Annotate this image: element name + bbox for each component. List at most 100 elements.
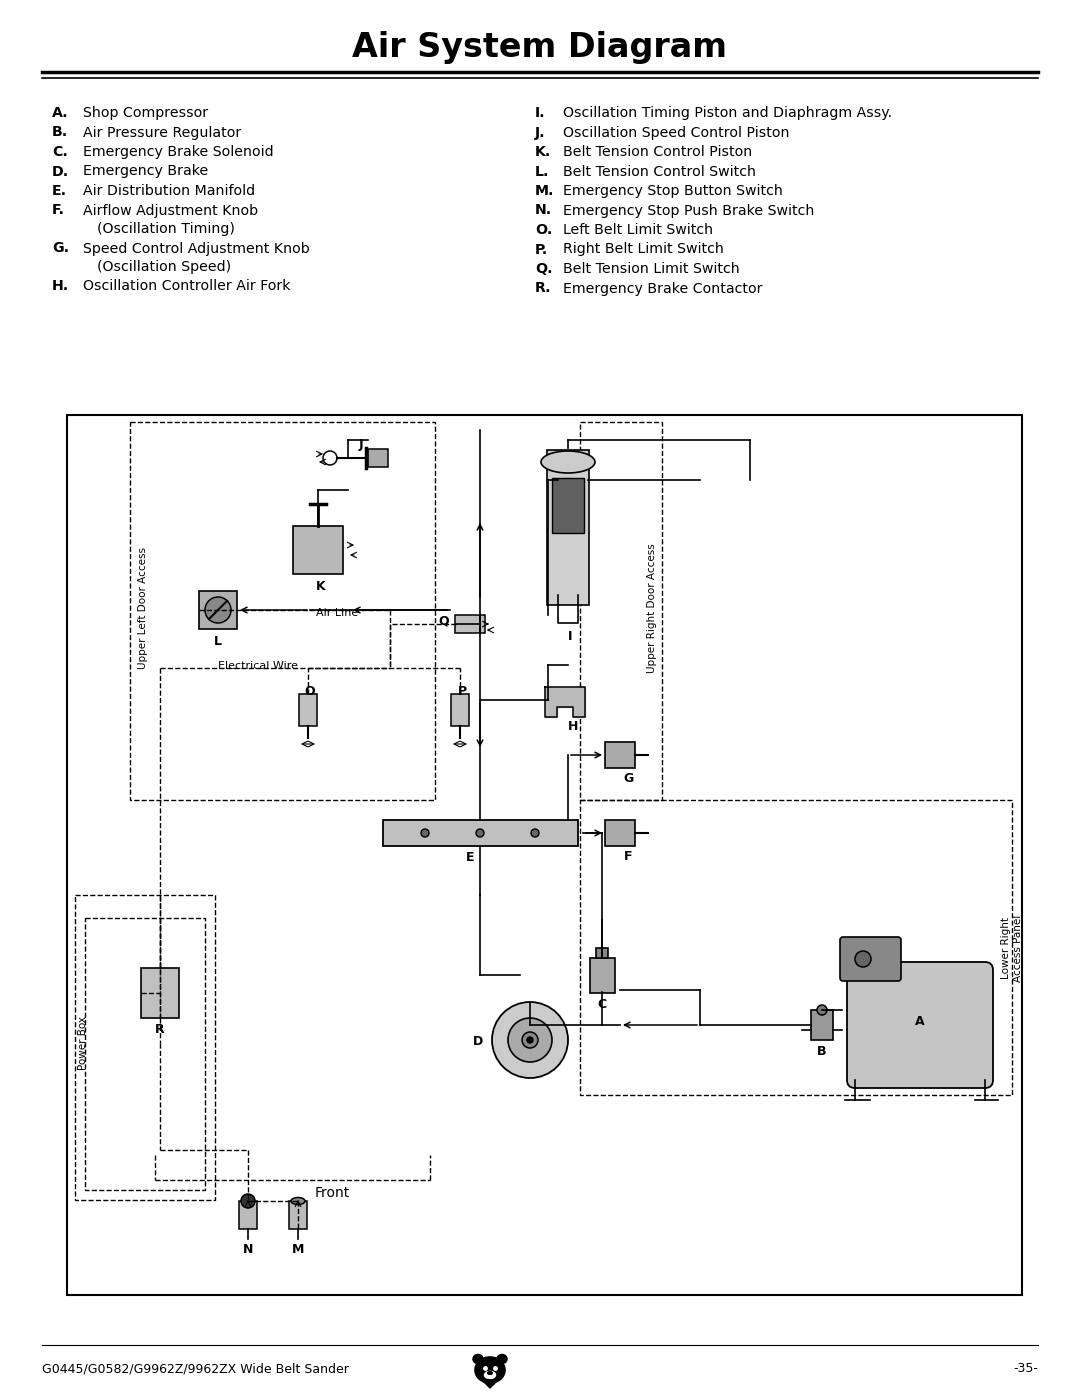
Bar — [289, 1201, 307, 1229]
Text: Belt Tension Limit Switch: Belt Tension Limit Switch — [563, 263, 740, 277]
Text: L.: L. — [535, 165, 550, 179]
Text: G.: G. — [52, 242, 69, 256]
Text: Speed Control Adjustment Knob: Speed Control Adjustment Knob — [83, 242, 310, 256]
Text: K.: K. — [535, 145, 552, 159]
Text: N.: N. — [535, 204, 552, 218]
Text: J.: J. — [535, 126, 545, 140]
Bar — [382, 820, 578, 847]
Bar — [141, 968, 179, 1018]
Text: Emergency Stop Button Switch: Emergency Stop Button Switch — [563, 184, 783, 198]
Text: Emergency Brake Solenoid: Emergency Brake Solenoid — [83, 145, 273, 159]
Text: D: D — [473, 1035, 483, 1048]
Bar — [451, 694, 469, 726]
Text: Emergency Stop Push Brake Switch: Emergency Stop Push Brake Switch — [563, 204, 814, 218]
Ellipse shape — [291, 1197, 305, 1204]
Ellipse shape — [483, 1370, 497, 1380]
Text: D.: D. — [52, 165, 69, 179]
Text: I: I — [568, 630, 572, 643]
Text: (Oscillation Speed): (Oscillation Speed) — [97, 260, 231, 274]
Text: Belt Tension Control Piston: Belt Tension Control Piston — [563, 145, 753, 159]
Text: H: H — [568, 719, 578, 733]
Circle shape — [855, 951, 870, 967]
Text: Upper Right Door Access: Upper Right Door Access — [647, 543, 657, 673]
Bar — [368, 448, 388, 467]
Text: (Oscillation Timing): (Oscillation Timing) — [97, 222, 234, 236]
Ellipse shape — [475, 1356, 505, 1383]
Bar — [293, 527, 343, 574]
Text: Airflow Adjustment Knob: Airflow Adjustment Knob — [83, 204, 258, 218]
Text: K: K — [316, 580, 326, 592]
Text: Air Pressure Regulator: Air Pressure Regulator — [83, 126, 241, 140]
Text: Electrical Wire: Electrical Wire — [218, 661, 298, 671]
Text: I.: I. — [535, 106, 545, 120]
FancyBboxPatch shape — [847, 963, 993, 1088]
Text: H.: H. — [52, 279, 69, 293]
Polygon shape — [545, 687, 585, 717]
Ellipse shape — [497, 1355, 507, 1363]
Circle shape — [527, 1037, 534, 1044]
Text: M: M — [292, 1243, 305, 1256]
Ellipse shape — [487, 1372, 492, 1375]
Bar — [546, 450, 589, 605]
Bar — [67, 415, 1022, 1295]
Text: Oscillation Controller Air Fork: Oscillation Controller Air Fork — [83, 279, 291, 293]
Bar — [239, 1201, 257, 1229]
Circle shape — [205, 597, 231, 623]
Bar — [811, 1010, 833, 1039]
Circle shape — [531, 828, 539, 837]
Text: Front: Front — [314, 1186, 350, 1200]
Circle shape — [492, 1002, 568, 1078]
Bar — [85, 918, 205, 1190]
Text: G: G — [623, 773, 633, 785]
Bar — [130, 422, 435, 800]
Circle shape — [508, 1018, 552, 1062]
Text: M.: M. — [535, 184, 554, 198]
Text: L: L — [214, 636, 222, 648]
Text: A: A — [915, 1016, 924, 1028]
Text: R: R — [156, 1023, 165, 1037]
Circle shape — [522, 1032, 538, 1048]
Text: R.: R. — [535, 282, 552, 296]
Text: Emergency Brake Contactor: Emergency Brake Contactor — [563, 282, 762, 296]
Text: Power Box: Power Box — [78, 1016, 87, 1070]
FancyBboxPatch shape — [840, 937, 901, 981]
Text: P.: P. — [535, 243, 549, 257]
Text: E: E — [465, 851, 474, 863]
Text: C.: C. — [52, 145, 68, 159]
Text: -35-: -35- — [1013, 1362, 1038, 1375]
Ellipse shape — [541, 451, 595, 474]
Bar — [552, 478, 584, 532]
Text: F: F — [624, 849, 632, 863]
Text: Upper Left Door Access: Upper Left Door Access — [138, 548, 148, 669]
Bar — [590, 957, 615, 992]
Text: Air Distribution Manifold: Air Distribution Manifold — [83, 184, 255, 198]
Bar — [299, 694, 318, 726]
Bar — [455, 615, 485, 633]
Text: Oscillation Timing Piston and Diaphragm Assy.: Oscillation Timing Piston and Diaphragm … — [563, 106, 892, 120]
Text: G0445/G0582/G9962Z/9962ZX Wide Belt Sander: G0445/G0582/G9962Z/9962ZX Wide Belt Sand… — [42, 1362, 349, 1375]
Text: Emergency Brake: Emergency Brake — [83, 165, 208, 179]
Text: B.: B. — [52, 126, 68, 140]
Text: O.: O. — [535, 224, 552, 237]
Bar — [580, 422, 662, 800]
Circle shape — [421, 828, 429, 837]
Bar — [605, 742, 635, 768]
Ellipse shape — [473, 1355, 483, 1363]
Text: O: O — [305, 685, 315, 698]
Text: Air System Diagram: Air System Diagram — [352, 32, 728, 64]
Polygon shape — [482, 1380, 498, 1389]
Text: C: C — [597, 997, 607, 1011]
Circle shape — [816, 1004, 827, 1016]
Text: Left Belt Limit Switch: Left Belt Limit Switch — [563, 224, 713, 237]
Text: Right Belt Limit Switch: Right Belt Limit Switch — [563, 243, 724, 257]
Circle shape — [241, 1194, 255, 1208]
Text: F.: F. — [52, 204, 65, 218]
Text: Oscillation Speed Control Piston: Oscillation Speed Control Piston — [563, 126, 789, 140]
Circle shape — [323, 451, 337, 465]
Bar — [199, 591, 237, 629]
Text: A.: A. — [52, 106, 69, 120]
Text: N: N — [243, 1243, 253, 1256]
Text: Lower Right
Access Panel: Lower Right Access Panel — [1001, 915, 1023, 982]
Text: E.: E. — [52, 184, 67, 198]
Bar — [605, 820, 635, 847]
